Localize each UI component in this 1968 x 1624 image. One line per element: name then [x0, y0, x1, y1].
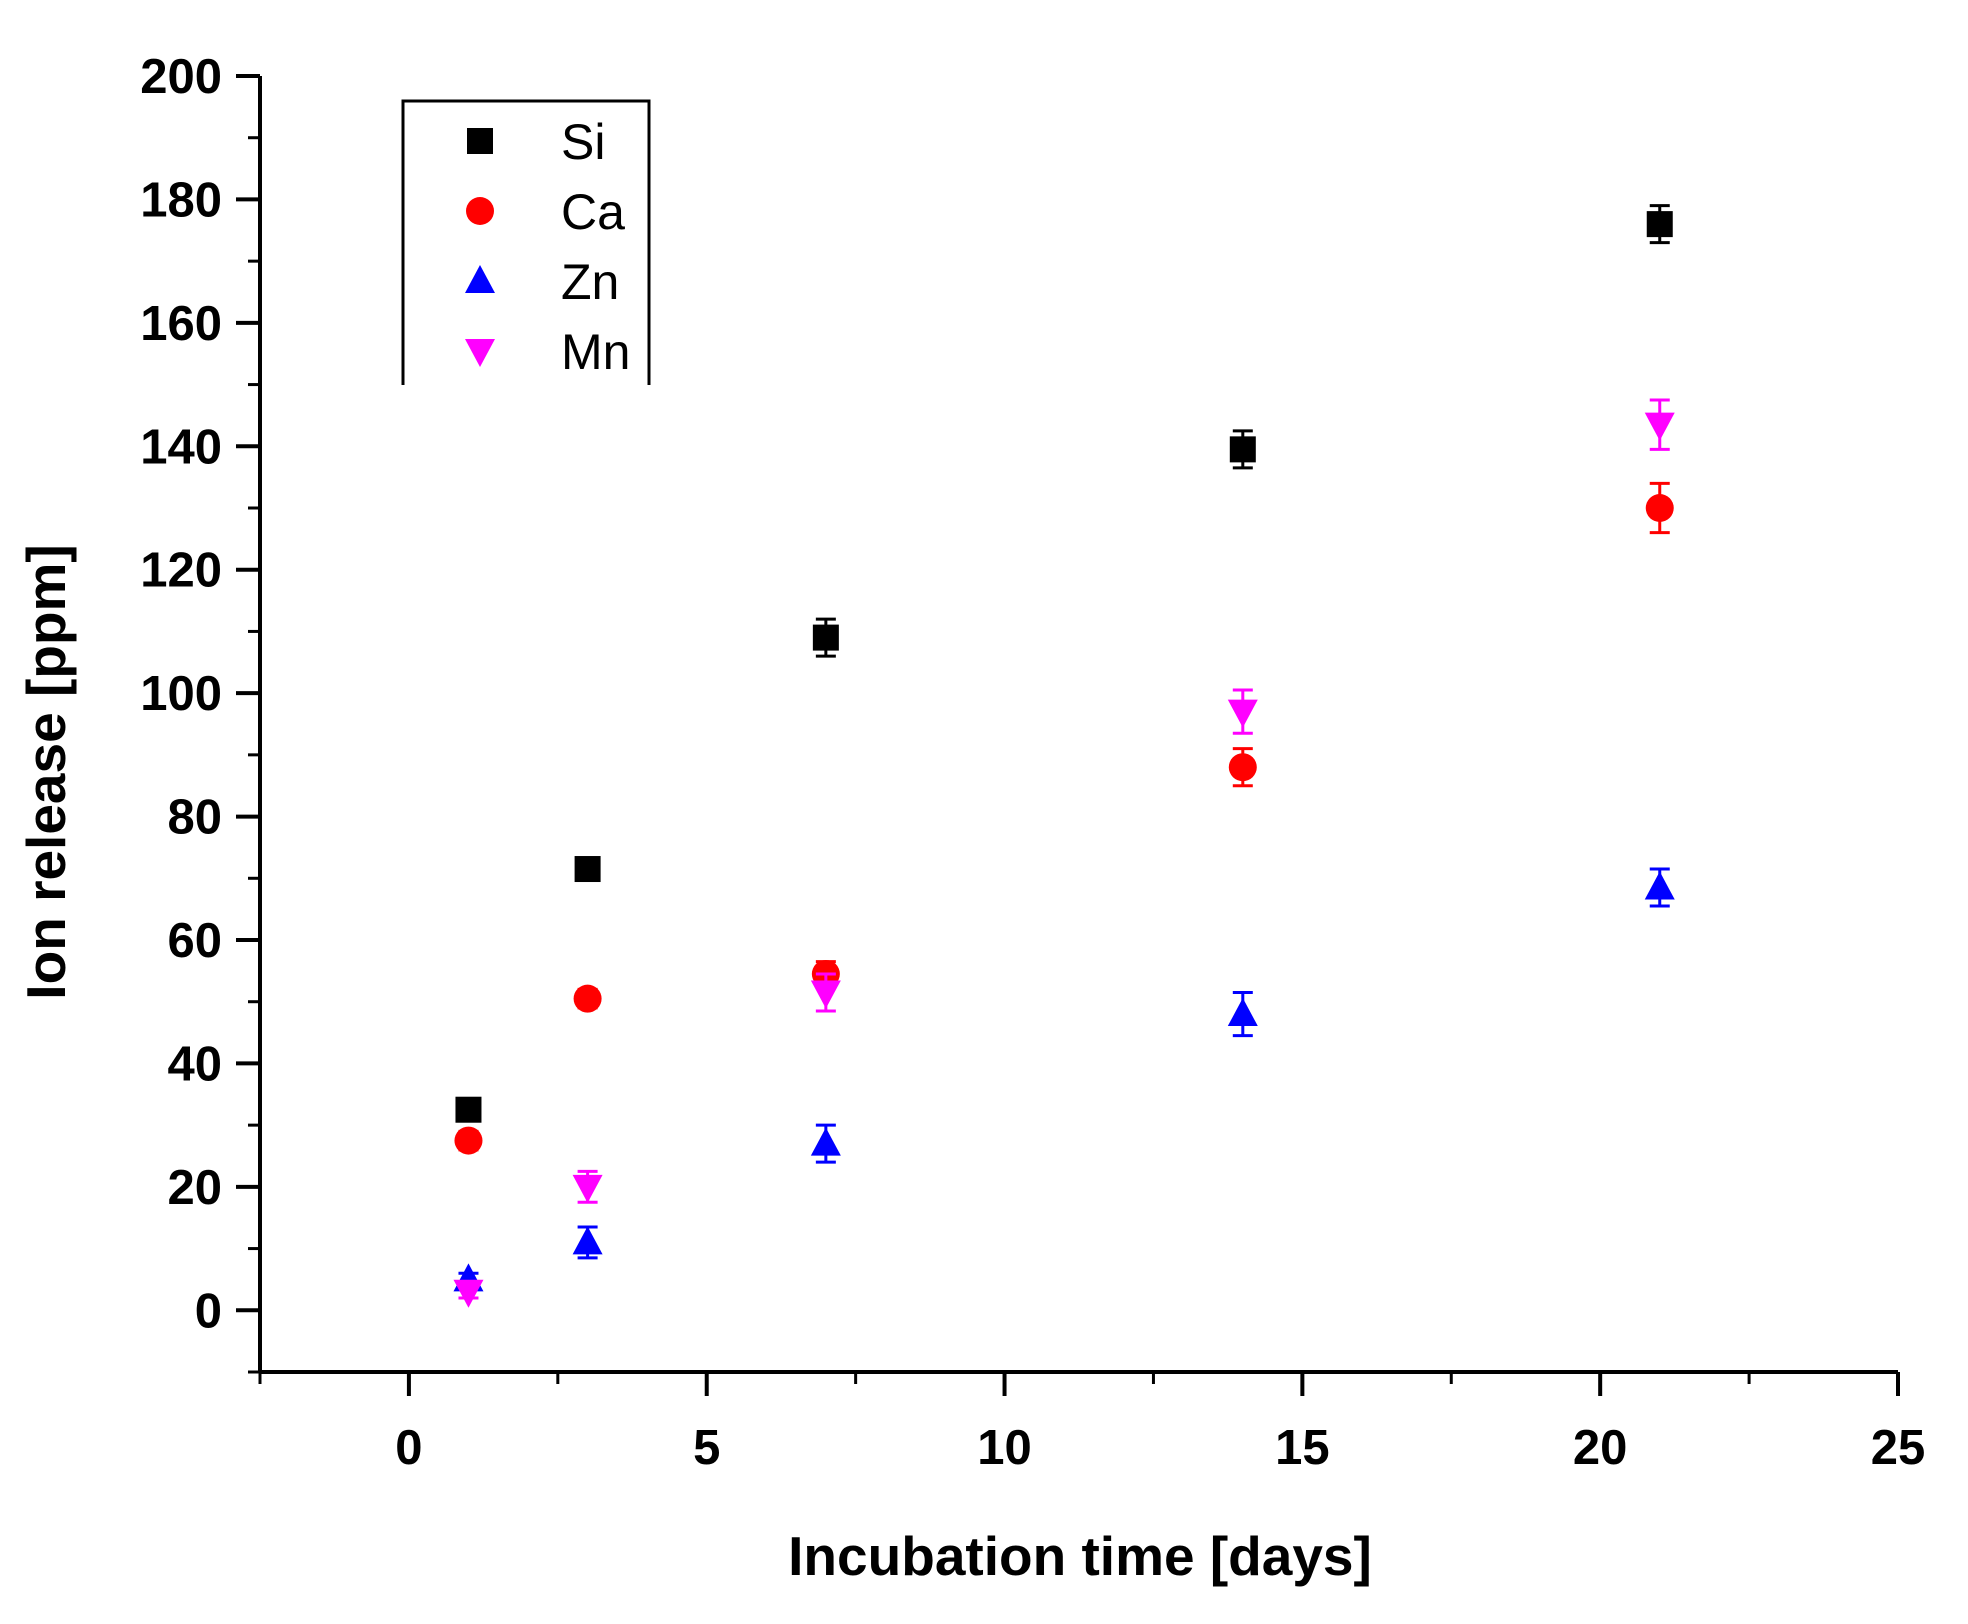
y-tick-label: 100 [140, 667, 222, 721]
y-tick-label: 160 [140, 297, 222, 351]
x-tick-label: 10 [977, 1421, 1032, 1475]
ca-data-point [573, 984, 602, 1013]
x-tick-label: 15 [1275, 1421, 1330, 1475]
mn-data-point [810, 980, 841, 1009]
data-points [453, 204, 1675, 1308]
mn-data-point [1227, 699, 1258, 728]
y-tick-label: 0 [195, 1284, 222, 1338]
ca-data-point [1228, 753, 1257, 782]
legend-marker-ca [466, 197, 494, 225]
legend-marker-si [467, 128, 493, 154]
legend-marker-zn [465, 265, 495, 293]
legend-marker-mn [465, 339, 495, 367]
zn-data-point [1644, 871, 1675, 900]
x-axis-title: Incubation time [days] [788, 1525, 1372, 1587]
zn-data-point [1227, 998, 1258, 1027]
ca-data-point [1645, 494, 1674, 522]
ca-data-point [454, 1126, 483, 1155]
legend-label-mn: Mn [561, 324, 630, 380]
si-data-point [1229, 436, 1256, 463]
si-data-point [455, 1096, 482, 1123]
y-tick-label: 80 [167, 791, 222, 845]
legend-label-ca: Ca [561, 184, 625, 240]
tick-marks [236, 74, 1900, 1396]
y-axis-title: Ion release [ppm] [15, 544, 77, 999]
mn-data-point [453, 1279, 484, 1308]
y-tick-label: 40 [167, 1037, 222, 1091]
zn-data-point [810, 1127, 841, 1156]
si-data-point [574, 856, 601, 883]
si-data-point [812, 624, 839, 651]
legend-label-zn: Zn [561, 254, 619, 310]
y-tick-label: 200 [140, 50, 222, 104]
legend-label-si: Si [561, 114, 605, 170]
x-tick-label: 0 [395, 1421, 422, 1475]
legend-box [401, 99, 651, 385]
zn-data-point [572, 1226, 603, 1255]
mn-data-point [572, 1174, 603, 1203]
y-tick-label: 180 [140, 173, 222, 227]
mn-data-point [1644, 412, 1675, 441]
y-tick-label: 60 [167, 914, 222, 968]
axes [258, 76, 1898, 1374]
x-tick-label: 25 [1871, 1421, 1926, 1475]
x-tick-label: 20 [1573, 1421, 1628, 1475]
tick-labels: 0 20 40 60 80 100 120 140 160 180 200 0 5 10 15 20 25 [140, 50, 1925, 1475]
legend: Si Ca Zn Mn [401, 99, 651, 385]
y-tick-label: 20 [167, 1161, 222, 1215]
y-tick-label: 120 [140, 544, 222, 598]
y-tick-label: 140 [140, 420, 222, 474]
x-tick-label: 5 [693, 1421, 720, 1475]
si-data-point [1646, 211, 1673, 238]
